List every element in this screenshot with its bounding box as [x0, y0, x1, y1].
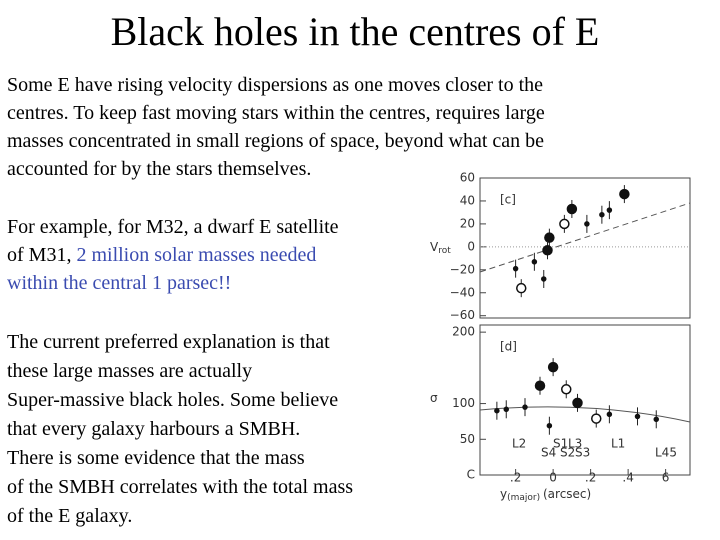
x-label-part: y [500, 487, 507, 501]
slide-title: Black holes in the centres of E [110, 9, 600, 54]
data-point [584, 221, 590, 227]
data-point [503, 406, 509, 413]
y-tick-label: −60 [450, 308, 475, 322]
panel-frame [479, 324, 691, 476]
model-curve [479, 202, 691, 273]
x-label-part: (major) [507, 493, 543, 503]
text-span: that every galaxy harbours a SMBH. [7, 418, 301, 440]
y-tick-label: 200 [452, 325, 475, 339]
text-line: centres. To keep fast moving stars withi… [7, 102, 545, 125]
text-line: accounted for by the stars themselves. [7, 158, 311, 181]
text-line: Some E have rising velocity dispersions … [7, 74, 543, 97]
text-line: these large masses are actually [7, 360, 252, 383]
text-span: masses concentrated in small regions of … [7, 130, 545, 152]
y-tick-label: −40 [450, 285, 475, 299]
text-span: of the E galaxy. [7, 505, 133, 527]
panel-tag: [c] [500, 193, 516, 207]
position-label: S2 [560, 446, 575, 460]
y-label-part: σ [430, 391, 438, 405]
text-span: within the central 1 parsec!! [7, 272, 232, 294]
text-span: centres. To keep fast moving stars withi… [7, 102, 545, 124]
y-tick-label: 40 [460, 193, 475, 207]
y-tick-label: 60 [460, 171, 475, 185]
text-span: There is some evidence that the mass [7, 447, 305, 469]
x-label-part: (arcsec) [543, 487, 591, 501]
y-label-part: rot [438, 246, 451, 256]
data-point [653, 416, 659, 423]
text-span: of the SMBH correlates with the total ma… [7, 476, 354, 498]
data-point [599, 211, 605, 218]
position-label: L2 [512, 437, 526, 451]
panel-tag: [d] [500, 340, 517, 354]
data-point [531, 259, 538, 265]
data-point [544, 232, 555, 243]
text-span: 2 million solar masses needed [76, 244, 317, 266]
text-span: Super-massive black holes. Some believe [7, 389, 339, 411]
data-point [512, 265, 519, 272]
panel-frame [479, 177, 691, 319]
data-point [559, 218, 570, 230]
data-point [516, 282, 527, 294]
text-span: For example, for M32, a dwarf E satellit… [7, 216, 339, 238]
position-label: L3 [568, 437, 582, 451]
data-point [606, 207, 613, 213]
data-point [541, 276, 547, 282]
x-tick-label: 0 [549, 471, 557, 485]
y-tick-label: 100 [452, 396, 475, 410]
x-tick-label: .2 [585, 471, 596, 485]
y-label-part: V [430, 240, 439, 254]
text-line: within the central 1 parsec!! [7, 272, 231, 295]
text-span: Some E have rising velocity dispersions … [7, 74, 544, 96]
text-span: of M31, [7, 244, 77, 266]
text-line: Super-massive black holes. Some believe [7, 389, 338, 412]
data-point [561, 384, 572, 395]
data-point [572, 397, 583, 409]
data-point [566, 203, 578, 215]
text-line: of the SMBH correlates with the total ma… [7, 476, 353, 499]
x-tick-label: .4 [622, 471, 633, 485]
position-label: S4 [541, 446, 556, 460]
position-label: S1 [553, 437, 568, 451]
y-tick-label: −20 [450, 262, 475, 276]
data-point [546, 422, 553, 429]
position-label: L1 [611, 437, 625, 451]
position-label: S3 [575, 446, 590, 460]
x-tick-label: .2 [510, 471, 521, 485]
y-tick-label: C [467, 468, 475, 482]
data-point [591, 413, 602, 424]
text-line: that every galaxy harbours a SMBH. [7, 418, 300, 441]
x-axis-label: y(major) (arcsec) [500, 487, 591, 503]
text-line: of M31, 2 million solar masses needed [7, 244, 316, 267]
data-point [534, 380, 546, 391]
x-tick-label: 6 [662, 471, 670, 485]
data-point [547, 361, 559, 373]
text-line: The current preferred explanation is tha… [7, 331, 330, 354]
data-point [634, 413, 641, 420]
data-point [494, 407, 500, 414]
text-line: of the E galaxy. [7, 505, 132, 528]
text-line: masses concentrated in small regions of … [7, 130, 544, 153]
data-point [606, 411, 613, 418]
text-span: these large masses are actually [7, 360, 253, 382]
text-span: accounted for by the stars themselves. [7, 158, 312, 180]
y-axis-label: Vrot [430, 240, 451, 256]
text-span: The current preferred explanation is tha… [7, 331, 330, 353]
data-point [619, 188, 630, 200]
y-tick-label: 20 [460, 216, 475, 230]
y-tick-label: 50 [460, 432, 475, 446]
position-label: L45 [655, 446, 677, 460]
y-tick-label: 0 [467, 239, 475, 253]
data-point [542, 245, 553, 256]
y-axis-label: σ [430, 391, 438, 405]
text-line: There is some evidence that the mass [7, 447, 305, 470]
data-point [522, 404, 528, 410]
text-line: For example, for M32, a dwarf E satellit… [7, 216, 339, 239]
